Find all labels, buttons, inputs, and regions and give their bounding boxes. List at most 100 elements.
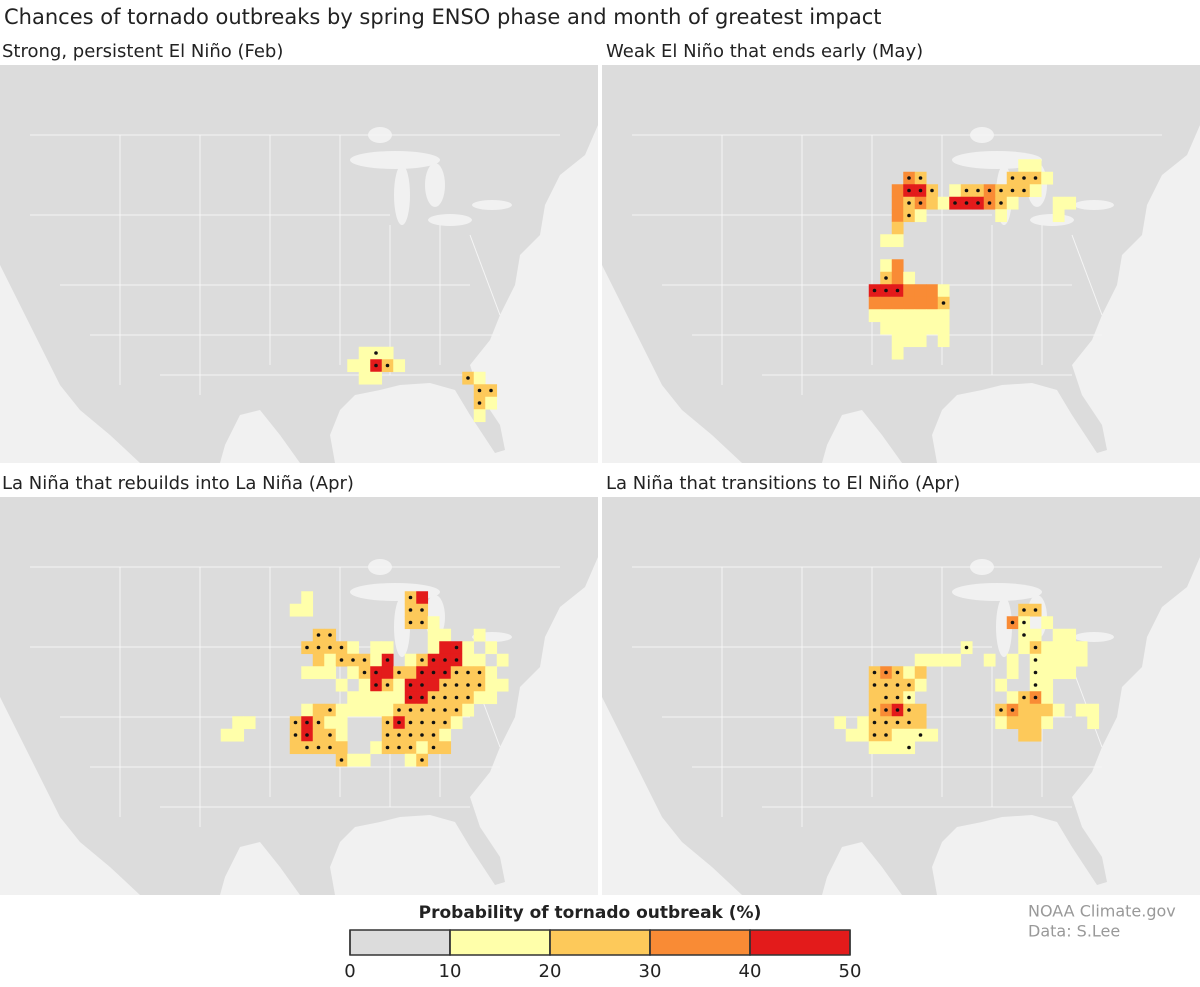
probability-cell <box>1006 666 1019 680</box>
significance-dot <box>431 720 436 725</box>
probability-cell <box>370 653 383 667</box>
legend-swatch <box>649 929 751 956</box>
probability-cell <box>891 184 904 198</box>
significance-dot <box>1033 608 1038 612</box>
probability-cell <box>1018 728 1031 742</box>
probability-cell <box>404 666 417 680</box>
probability-cell <box>1064 628 1077 642</box>
legend-swatch <box>349 929 451 956</box>
probability-cell <box>914 716 927 730</box>
significance-dot <box>420 620 424 625</box>
probability-cell <box>868 296 881 310</box>
significance-dot <box>431 695 436 700</box>
significance-dot <box>293 720 298 725</box>
significance-dot <box>884 695 888 700</box>
significance-dot <box>907 720 911 725</box>
significance-dot <box>374 351 378 355</box>
probability-cell <box>485 691 498 705</box>
significance-dot <box>443 683 447 687</box>
probability-cell <box>335 741 348 755</box>
significance-dot <box>408 720 413 725</box>
significance-dot <box>454 708 459 712</box>
probability-cell <box>1075 653 1088 667</box>
significance-dot <box>466 670 470 675</box>
significance-dot <box>918 733 923 737</box>
significance-dot <box>1022 188 1026 193</box>
probability-cell <box>891 196 904 210</box>
significance-dot <box>1022 633 1026 637</box>
probability-cell <box>937 284 950 298</box>
significance-dot <box>884 670 888 675</box>
probability-cell <box>949 184 962 198</box>
probability-cell <box>1087 703 1100 717</box>
probability-cell <box>439 728 452 742</box>
probability-cell <box>1052 703 1065 717</box>
probability-cell <box>1041 678 1054 692</box>
probability-cell <box>335 728 348 742</box>
legend-swatch <box>749 929 851 956</box>
significance-dot <box>895 288 900 293</box>
probability-cell <box>845 728 858 742</box>
probability-cell <box>1006 716 1019 730</box>
probability-cell <box>485 678 498 692</box>
significance-dot <box>397 708 401 712</box>
probability-cell <box>301 603 314 617</box>
probability-cell <box>462 641 475 655</box>
significance-dot <box>907 176 911 180</box>
figure-title: Chances of tornado outbreaks by spring E… <box>4 5 882 29</box>
significance-dot <box>397 733 401 737</box>
probability-cell <box>370 691 383 705</box>
significance-dot <box>872 708 877 712</box>
significance-dot <box>1010 708 1015 712</box>
significance-dot <box>443 658 447 662</box>
probability-cell <box>473 371 486 385</box>
legend-tick-label: 40 <box>739 961 762 982</box>
significance-dot <box>385 733 390 737</box>
significance-dot <box>420 695 424 700</box>
probability-cell <box>427 628 440 642</box>
significance-dot <box>408 708 413 712</box>
probability-cell <box>1064 653 1077 667</box>
probability-cell <box>834 716 847 730</box>
probability-cell <box>381 691 394 705</box>
probability-cell <box>358 753 371 767</box>
probability-cell <box>937 196 950 210</box>
significance-dot <box>477 683 482 687</box>
probability-cell <box>891 271 904 285</box>
probability-cell <box>903 296 916 310</box>
probability-cell <box>1052 653 1065 667</box>
significance-dot <box>454 645 459 650</box>
probability-cell <box>427 678 440 692</box>
significance-dot <box>1033 645 1038 650</box>
probability-cell <box>358 703 371 717</box>
probability-cell <box>416 591 429 605</box>
significance-dot <box>362 670 367 675</box>
probability-cell <box>983 653 996 667</box>
significance-dot <box>397 670 401 675</box>
significance-dot <box>918 188 923 193</box>
significance-dot <box>385 363 390 368</box>
credit: NOAA Climate.gov <box>1028 902 1176 921</box>
significance-dot <box>1022 620 1026 625</box>
significance-dot <box>431 733 436 737</box>
probability-cell <box>891 234 904 248</box>
significance-dot <box>328 633 332 637</box>
legend: 0 10 20 30 40 50 <box>344 929 861 982</box>
legend-swatch <box>449 929 551 956</box>
probability-cell <box>312 728 325 742</box>
probability-cell <box>857 716 870 730</box>
significance-dot <box>305 745 309 750</box>
significance-dot <box>884 720 888 725</box>
significance-dot <box>431 708 436 712</box>
probability-cell <box>358 691 371 705</box>
probability-cell <box>393 691 406 705</box>
probability-cell <box>891 221 904 235</box>
probability-cell <box>1029 728 1042 742</box>
probability-cell <box>439 641 452 655</box>
significance-dot <box>443 695 447 700</box>
probability-cell <box>1075 703 1088 717</box>
probability-cell <box>496 678 509 692</box>
probability-cell <box>914 678 927 692</box>
significance-dot <box>895 683 900 687</box>
significance-dot <box>1033 658 1038 662</box>
